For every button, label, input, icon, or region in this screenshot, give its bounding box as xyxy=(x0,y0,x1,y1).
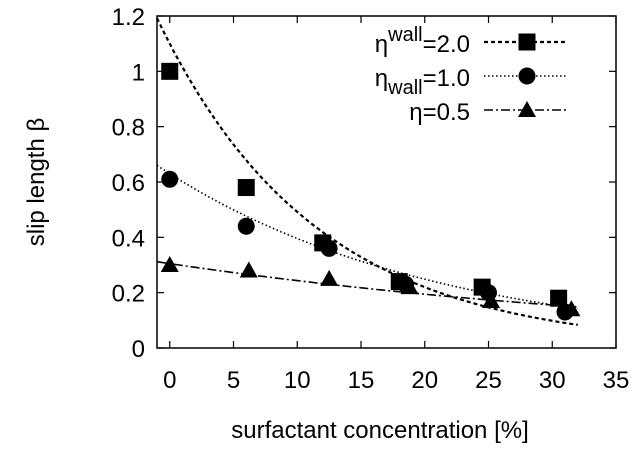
fit-curve-circle xyxy=(156,164,578,310)
data-point-circle xyxy=(161,170,179,188)
x-tick-label: 15 xyxy=(348,367,375,394)
fit-curve-triangle xyxy=(156,260,578,308)
fit-curve-square xyxy=(156,17,578,326)
data-point-circle xyxy=(320,239,338,257)
x-tick-label: 30 xyxy=(539,367,566,394)
data-point-square xyxy=(237,179,255,197)
data-point-circle xyxy=(237,217,255,235)
legend-label-circle: ηwall=1.0 xyxy=(375,65,470,99)
data-point-triangle xyxy=(320,269,339,286)
x-axis-title: surfactant concentration [%] xyxy=(231,417,529,444)
legend-marker-square xyxy=(518,33,536,51)
y-tick-label: 0 xyxy=(132,336,145,363)
legend-label-square: ηwall=2.0 xyxy=(375,24,470,58)
x-tick-label: 0 xyxy=(163,367,176,394)
data-point-triangle xyxy=(160,256,179,272)
data-point-square xyxy=(550,289,568,307)
x-tick-label: 10 xyxy=(284,367,311,394)
data-point-square xyxy=(161,62,179,80)
x-tick-label: 5 xyxy=(227,367,240,394)
legend-marker-triangle xyxy=(518,101,536,117)
data-point-triangle xyxy=(562,300,581,317)
legend-marker-circle xyxy=(518,67,536,85)
y-tick-label: 1 xyxy=(132,59,145,86)
data-point-triangle xyxy=(482,291,501,308)
y-tick-label: 0.2 xyxy=(112,281,145,308)
data-point-triangle xyxy=(239,261,258,278)
x-tick-label: 35 xyxy=(603,367,630,394)
data-point-triangle xyxy=(400,278,419,295)
y-tick-label: 0.8 xyxy=(112,115,145,142)
y-tick-label: 0.4 xyxy=(112,225,145,252)
x-tick-label: 20 xyxy=(411,367,438,394)
y-tick-label: 1.2 xyxy=(112,4,145,31)
y-axis-title: slip length β xyxy=(23,118,50,247)
x-tick-label: 25 xyxy=(475,367,502,394)
y-tick-label: 0.6 xyxy=(112,170,145,197)
legend-label-triangle: η=0.5 xyxy=(409,99,470,126)
